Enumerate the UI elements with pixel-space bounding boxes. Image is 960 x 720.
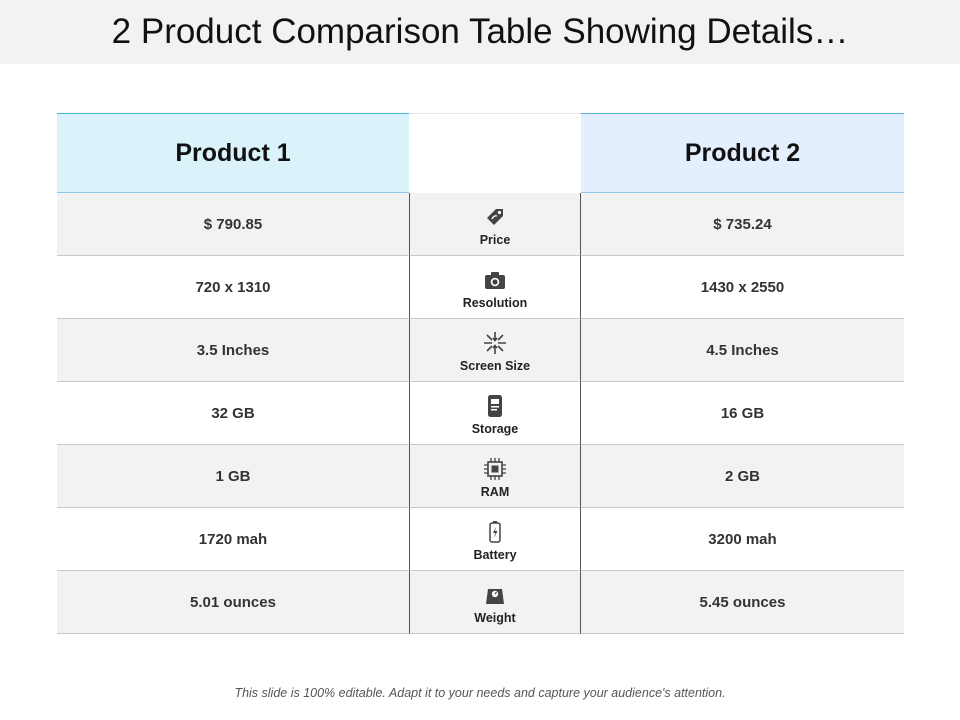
feature-icon bbox=[489, 521, 501, 543]
feature-label: Resolution bbox=[462, 296, 528, 310]
feature-label: Screen Size bbox=[459, 359, 531, 373]
value-cell: 3200 mah bbox=[581, 508, 904, 571]
title-bar bbox=[0, 0, 960, 64]
feature-label: RAM bbox=[480, 485, 510, 499]
value-cell: 720 x 1310 bbox=[57, 256, 409, 319]
feature-icon bbox=[487, 209, 503, 225]
feature-label: Weight bbox=[474, 611, 516, 625]
value-cell: 32 GB bbox=[57, 382, 409, 445]
feature-cell: Weight bbox=[409, 571, 581, 634]
value-cell: $ 790.85 bbox=[57, 193, 409, 256]
value-cell: 5.45 ounces bbox=[581, 571, 904, 634]
feature-cell: RAM bbox=[409, 445, 581, 508]
value-cell: 5.01 ounces bbox=[57, 571, 409, 634]
value-cell: 2 GB bbox=[581, 445, 904, 508]
header-spacer bbox=[409, 113, 581, 193]
feature-label: Battery bbox=[473, 548, 517, 562]
value-cell: 1720 mah bbox=[57, 508, 409, 571]
feature-cell: Battery bbox=[409, 508, 581, 571]
value-cell: 4.5 Inches bbox=[581, 319, 904, 382]
footer-note: This slide is 100% editable. Adapt it to… bbox=[234, 686, 726, 700]
feature-label: Storage bbox=[471, 422, 519, 436]
feature-cell: Price bbox=[409, 193, 581, 256]
feature-icon bbox=[484, 332, 506, 354]
value-cell: 1 GB bbox=[57, 445, 409, 508]
value-cell: $ 735.24 bbox=[581, 193, 904, 256]
feature-icon bbox=[485, 272, 505, 289]
feature-label: Price bbox=[479, 233, 511, 247]
feature-cell: Screen Size bbox=[409, 319, 581, 382]
header-cell: Product 2 bbox=[581, 113, 904, 193]
feature-icon bbox=[488, 395, 502, 417]
feature-cell: Storage bbox=[409, 382, 581, 445]
value-cell: 1430 x 2550 bbox=[581, 256, 904, 319]
header-cell: Product 1 bbox=[57, 113, 409, 193]
slide-title: 2 Product Comparison Table Showing Detai… bbox=[111, 12, 849, 51]
feature-icon bbox=[486, 589, 504, 604]
value-cell: 3.5 Inches bbox=[57, 319, 409, 382]
value-cell: 16 GB bbox=[581, 382, 904, 445]
feature-icon bbox=[484, 458, 506, 480]
feature-cell: Resolution bbox=[409, 256, 581, 319]
